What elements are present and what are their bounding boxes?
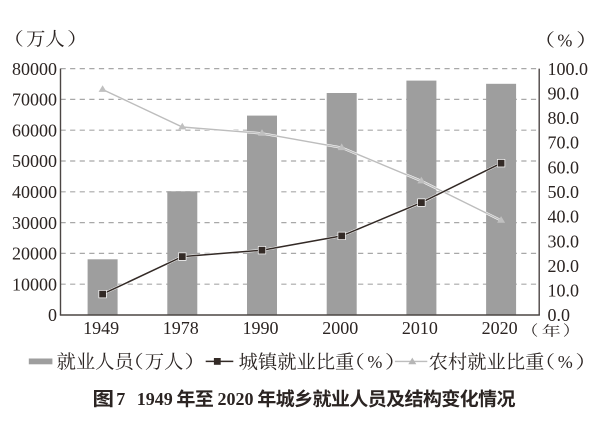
svg-text:100.0: 100.0 (548, 59, 589, 79)
svg-text:70.0: 70.0 (548, 133, 580, 153)
svg-text:40.0: 40.0 (548, 207, 580, 227)
svg-text:20.0: 20.0 (548, 256, 580, 276)
svg-text:0: 0 (48, 305, 57, 325)
svg-text:50000: 50000 (12, 151, 57, 171)
svg-text:60000: 60000 (12, 120, 57, 140)
svg-text:1990: 1990 (243, 318, 279, 338)
svg-text:30000: 30000 (12, 213, 57, 233)
svg-text:10.0: 10.0 (548, 281, 580, 301)
svg-text:%: % (367, 352, 382, 372)
svg-text:60.0: 60.0 (548, 157, 580, 177)
svg-text:%: % (558, 352, 573, 372)
svg-text:2020: 2020 (482, 318, 518, 338)
svg-text:2010: 2010 (402, 318, 438, 338)
svg-text:20000: 20000 (12, 244, 57, 264)
svg-text:2000: 2000 (322, 318, 358, 338)
svg-text:70000: 70000 (12, 90, 57, 110)
svg-text:80000: 80000 (12, 59, 57, 79)
svg-text:1949: 1949 (137, 389, 173, 409)
svg-text:0.0: 0.0 (548, 305, 571, 325)
svg-text:%: % (557, 30, 572, 50)
svg-text:7: 7 (116, 389, 125, 409)
svg-text:1978: 1978 (163, 318, 199, 338)
svg-text:50.0: 50.0 (548, 182, 580, 202)
svg-text:40000: 40000 (12, 182, 57, 202)
svg-text:80.0: 80.0 (548, 108, 580, 128)
svg-text:2020: 2020 (218, 389, 254, 409)
svg-text:90.0: 90.0 (548, 83, 580, 103)
svg-text:30.0: 30.0 (548, 231, 580, 251)
svg-text:1949: 1949 (83, 318, 119, 338)
svg-text:10000: 10000 (12, 274, 57, 294)
